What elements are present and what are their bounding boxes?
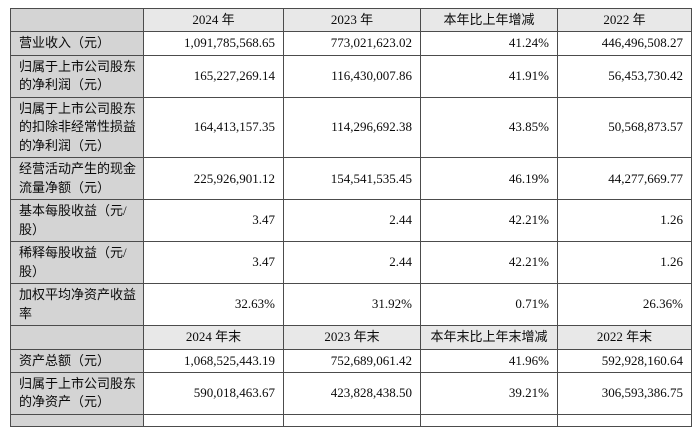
value-2023: 752,689,061.42 (283, 348, 421, 373)
value-2022: 306,593,386.75 (557, 371, 692, 415)
value-2022: 1.26 (557, 241, 692, 285)
row-label: 经营活动产生的现金流量净额（元） (10, 157, 144, 201)
endpoint-header-row: 2024 年末 2023 年末 本年末比上年末增减 2022 年末 (10, 325, 692, 350)
value-2022: 44,277,669.77 (557, 157, 692, 201)
period-header-row: 2024 年 2023 年 本年比上年增减 2022 年 (10, 7, 692, 33)
value-change (420, 413, 558, 427)
value-2023: 116,430,007.86 (283, 54, 421, 98)
row-label: 加权平均净资产收益率 (10, 283, 144, 327)
row-label: 资产总额（元） (10, 348, 144, 373)
endpoint-header-empty-cell (10, 325, 144, 350)
row-net-assets: 归属于上市公司股东的净资产（元） 590,018,463.67 423,828,… (10, 371, 692, 415)
row-label: 归属于上市公司股东的扣除非经常性损益的净利润（元） (10, 96, 144, 159)
row-label: 营业收入（元） (10, 31, 144, 56)
row-total-assets: 资产总额（元） 1,068,525,443.19 752,689,061.42 … (10, 348, 692, 373)
row-diluted-eps: 稀释每股收益（元/股） 3.47 2.44 42.21% 1.26 (10, 241, 692, 285)
value-change: 41.96% (420, 348, 558, 373)
value-change: 43.85% (420, 96, 558, 159)
row-label: 基本每股收益（元/股） (10, 199, 144, 243)
value-2024: 164,413,157.35 (143, 96, 284, 159)
row-label: 归属于上市公司股东的净利润（元） (10, 54, 144, 98)
value-change: 41.24% (420, 31, 558, 56)
value-2023: 2.44 (283, 241, 421, 285)
value-2024 (143, 413, 284, 427)
value-2022: 50,568,873.57 (557, 96, 692, 159)
value-2023: 2.44 (283, 199, 421, 243)
row-clipped-partial (10, 413, 692, 427)
value-change: 0.71% (420, 283, 558, 327)
row-operating-cash-flow: 经营活动产生的现金流量净额（元） 225,926,901.12 154,541,… (10, 157, 692, 201)
value-2024: 590,018,463.67 (143, 371, 284, 415)
period-header-change: 本年比上年增减 (420, 7, 558, 33)
value-2023: 31.92% (283, 283, 421, 327)
value-change: 42.21% (420, 241, 558, 285)
row-label: 稀释每股收益（元/股） (10, 241, 144, 285)
value-2024: 1,091,785,568.65 (143, 31, 284, 56)
value-2024: 165,227,269.14 (143, 54, 284, 98)
value-2023: 154,541,535.45 (283, 157, 421, 201)
period-header-2022: 2022 年 (557, 7, 692, 33)
value-2023: 773,021,623.02 (283, 31, 421, 56)
value-2023 (283, 413, 421, 427)
row-revenue: 营业收入（元） 1,091,785,568.65 773,021,623.02 … (10, 31, 692, 56)
period-header-2023: 2023 年 (283, 7, 421, 33)
period-header-2024: 2024 年 (143, 7, 284, 33)
value-2024: 1,068,525,443.19 (143, 348, 284, 373)
value-2023: 114,296,692.38 (283, 96, 421, 159)
endpoint-header-change: 本年末比上年末增减 (420, 325, 558, 350)
row-label (10, 413, 144, 427)
endpoint-header-2024: 2024 年末 (143, 325, 284, 350)
value-2023: 423,828,438.50 (283, 371, 421, 415)
value-2022: 26.36% (557, 283, 692, 327)
value-2022: 446,496,508.27 (557, 31, 692, 56)
value-2024: 225,926,901.12 (143, 157, 284, 201)
value-2024: 3.47 (143, 199, 284, 243)
value-change: 41.91% (420, 54, 558, 98)
financial-summary-table: 2024 年 2023 年 本年比上年增减 2022 年 营业收入（元） 1,0… (10, 7, 692, 427)
endpoint-header-2022: 2022 年末 (557, 325, 692, 350)
period-header-empty-cell (10, 7, 144, 33)
row-net-profit: 归属于上市公司股东的净利润（元） 165,227,269.14 116,430,… (10, 54, 692, 98)
value-change: 39.21% (420, 371, 558, 415)
value-change: 46.19% (420, 157, 558, 201)
value-2024: 3.47 (143, 241, 284, 285)
row-net-profit-deducted: 归属于上市公司股东的扣除非经常性损益的净利润（元） 164,413,157.35… (10, 96, 692, 159)
value-2022 (557, 413, 692, 427)
row-label: 归属于上市公司股东的净资产（元） (10, 371, 144, 415)
value-2022: 592,928,160.64 (557, 348, 692, 373)
value-2022: 1.26 (557, 199, 692, 243)
endpoint-header-2023: 2023 年末 (283, 325, 421, 350)
value-change: 42.21% (420, 199, 558, 243)
row-weighted-avg-roe: 加权平均净资产收益率 32.63% 31.92% 0.71% 26.36% (10, 283, 692, 327)
value-2024: 32.63% (143, 283, 284, 327)
row-basic-eps: 基本每股收益（元/股） 3.47 2.44 42.21% 1.26 (10, 199, 692, 243)
value-2022: 56,453,730.42 (557, 54, 692, 98)
